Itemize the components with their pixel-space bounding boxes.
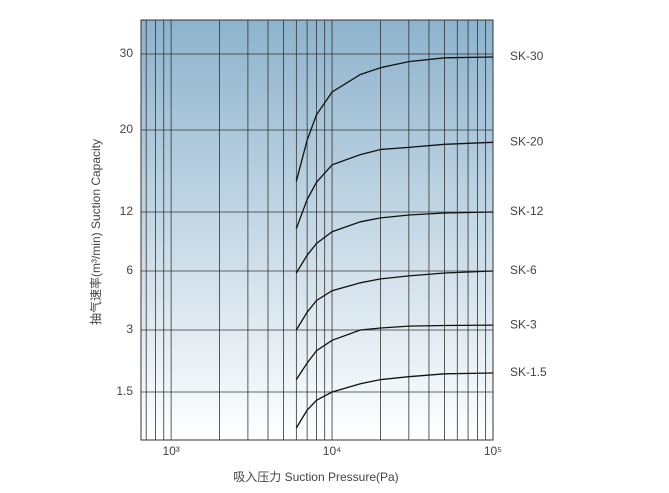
x-tick-label: 10⁵ (484, 444, 502, 458)
plot-area (141, 20, 493, 440)
series-label: SK-20 (510, 134, 544, 148)
y-axis-label: 抽气速率(m³/min) Suction Capacity (88, 139, 103, 325)
y-tick-label: 20 (120, 122, 134, 136)
series-line (295, 141, 494, 229)
plot-border (140, 19, 494, 441)
y-tick-label: 12 (120, 204, 134, 218)
series-label: SK-12 (510, 204, 544, 218)
y-tick-label: 1.5 (116, 384, 133, 398)
y-tick-label: 3 (126, 322, 133, 336)
series-line (295, 211, 494, 274)
series-line (295, 56, 494, 182)
y-tick-label: 30 (120, 46, 134, 60)
series-line (295, 372, 494, 429)
x-axis-label: 吸入压力 Suction Pressure(Pa) (233, 470, 398, 484)
x-tick-label: 10⁴ (323, 444, 342, 458)
x-tick-label: 10³ (162, 444, 179, 458)
y-tick-label: 6 (126, 263, 133, 277)
series-label: SK-6 (510, 263, 537, 277)
series-label: SK-1.5 (510, 365, 547, 379)
series-label: SK-3 (510, 317, 537, 331)
series-line (295, 270, 494, 331)
series-line (295, 324, 494, 380)
series-label: SK-30 (510, 49, 544, 63)
